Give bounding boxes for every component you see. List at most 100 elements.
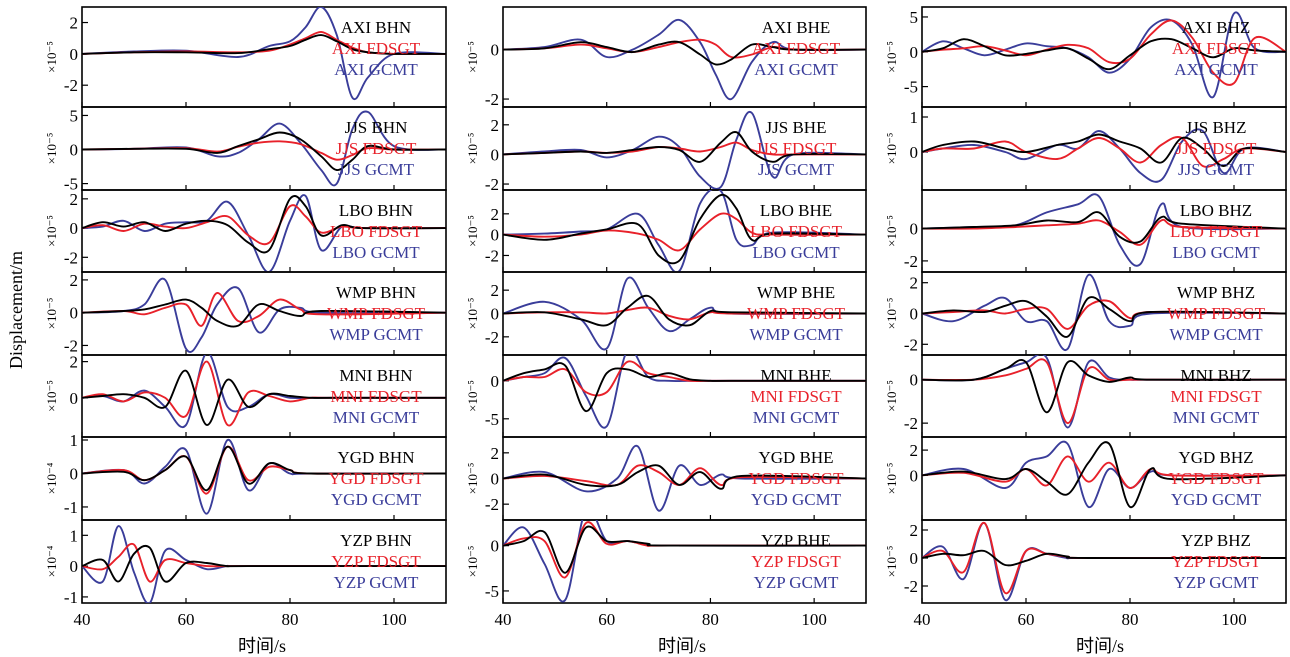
observed-trace [503,40,866,66]
observed-label: LBO BHN [339,201,413,220]
observed-trace [922,358,1286,414]
x-tick-label: 40 [74,610,91,629]
y-tick-label: 0 [491,305,500,324]
gcmt-trace [503,18,866,101]
y-tick-label: 0 [70,464,79,483]
fdsgt-label: LBO FDSGT [750,222,843,241]
y-scale-label: ×10⁻⁵ [884,215,899,247]
y-tick-label: -2 [485,495,499,514]
fdsgt-trace [922,218,1286,246]
y-scale-label: ×10⁻⁵ [465,298,480,330]
gcmt-label: LBO GCMT [1172,243,1260,262]
y-tick-label: 0 [70,45,79,64]
x-tick-label: 100 [801,610,827,629]
y-tick-label: 0 [491,226,500,245]
y-tick-label: 0 [910,43,919,62]
panel-axi-bhn: 2 0 -2 ×10⁻⁵ AXI BHN AXI FDSGT AXI GCMT [44,6,447,108]
y-tick-label: 2 [491,205,500,224]
panel-lbo-bhe: 2 0-2 ×10⁻⁵ LBO BHE LBO FDSGT LBO GCMT [465,189,867,273]
y-tick-label: -2 [64,248,78,267]
y-tick-label: 0 [910,143,919,162]
y-tick-label: 0 [491,145,500,164]
y-tick-label: -1 [64,588,78,607]
y-tick-label: 0 [910,305,919,324]
fdsgt-label: YGD FDSGT [749,469,845,488]
gcmt-label: AXI GCMT [334,60,418,79]
y-tick-label: 2 [491,444,500,463]
observed-label: YZP BHN [340,531,412,550]
y-axis-label: Displacement/m [6,251,26,369]
observed-label: WMP BHN [336,283,416,302]
panel-mni-bhn: 2 0 ×10⁻⁵ MNI BHN MNI FDSGT MNI GCMT [44,353,447,438]
y-scale-label: ×10⁻⁵ [44,41,59,73]
y-tick-label: -2 [904,414,918,433]
observed-trace [922,296,1286,338]
waveforms [503,18,866,101]
y-tick-label: -2 [904,577,918,596]
observed-label: YGD BHZ [1178,448,1253,467]
observed-label: AXI BHN [341,18,411,37]
fdsgt-label: WMP FDSGT [747,304,846,323]
waveforms [82,194,446,272]
y-scale-label: ×10⁻⁵ [465,380,480,412]
panel-jjs-bhn: 5 0 -5 ×10⁻⁵ JJS BHN JJS FDSGT JJS GCMT [44,106,447,194]
waveforms [82,7,446,101]
y-tick-label: 0 [491,470,500,489]
gcmt-label: MNI GCMT [753,408,840,427]
y-tick-label: 0 [910,220,919,239]
fdsgt-label: YGD FDSGT [329,469,425,488]
y-tick-label: 0 [491,372,500,391]
observed-label: WMP BHE [757,283,835,302]
fdsgt-label: YGD FDSGT [1169,469,1265,488]
waveforms [922,274,1286,352]
gcmt-trace [922,11,1286,98]
observed-trace [503,131,866,163]
y-tick-label: 0 [910,549,919,568]
y-tick-label: 0 [910,466,919,485]
waveforms [922,522,1286,601]
gcmt-label: JJS GCMT [1178,160,1255,179]
y-tick-label: 2 [70,14,79,33]
observed-trace [82,195,446,254]
x-tick-label: 80 [282,610,299,629]
gcmt-trace [82,277,446,353]
y-scale-label: ×10⁻⁵ [884,463,899,495]
waveforms [922,193,1286,267]
gcmt-label: YGD GCMT [751,490,842,509]
observed-label: YZP BHZ [1181,531,1251,550]
y-tick-label: 0 [491,537,500,556]
observed-label: YGD BHE [758,448,833,467]
y-scale-label: ×10⁻⁵ [465,133,480,165]
fdsgt-trace [82,292,446,327]
x-tick-label: 40 [914,610,931,629]
gcmt-label: WMP GCMT [1169,325,1263,344]
fdsgt-label: AXI FDSGT [332,39,421,58]
y-tick-label: 2 [910,441,919,460]
y-tick-label: -2 [64,336,78,355]
panel-yzp-bhe: 0 -5 ×10⁻⁵ YZP BHE YZP FDSGT YZP GCMT 40 60 80 10… [465,519,867,629]
y-scale-label: ×10⁻⁵ [44,133,59,165]
panel-mni-bhz: 0 -2 ×10⁻⁵ MNI BHZ MNI FDSGT MNI GCMT [884,354,1287,438]
y-tick-label: 2 [910,521,919,540]
panel-wmp-bhz: 2 0 -2 ×10⁻⁵ WMP BHZ WMP FDSGT WMP GCMT [884,271,1287,356]
y-tick-label: 1 [70,431,79,450]
y-scale-label: ×10⁻⁵ [44,298,59,330]
observed-trace [922,441,1286,508]
y-scale-label: ×10⁻⁵ [884,133,899,165]
y-scale-label: ×10⁻⁵ [884,380,899,412]
observed-label: YZP BHE [761,531,831,550]
observed-trace [82,369,446,426]
y-tick-label: -1 [64,498,78,517]
waveforms [82,110,446,187]
x-tick-label: 100 [381,610,407,629]
y-tick-label: 2 [491,281,500,300]
y-tick-label: -5 [64,175,78,194]
y-tick-label: 0 [70,557,79,576]
y-scale-label: ×10⁻⁴ [44,545,59,577]
gcmt-label: YZP GCMT [1174,573,1259,592]
y-scale-label: ×10⁻⁵ [465,41,480,73]
fdsgt-label: YZP FDSGT [331,552,421,571]
y-tick-label: -5 [485,582,499,601]
x-axis-label-col2: 时间/s [658,636,706,656]
